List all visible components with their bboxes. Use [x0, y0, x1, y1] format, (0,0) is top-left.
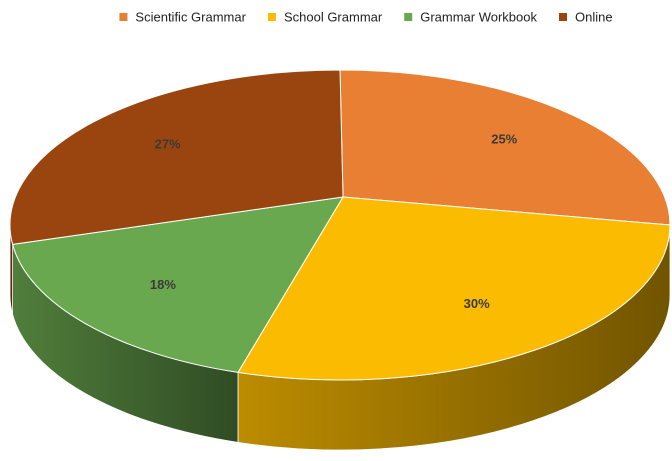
legend-swatch: [404, 13, 413, 21]
data-label: 30%: [464, 296, 490, 311]
legend-label: School Grammar: [284, 9, 383, 24]
legend-swatch: [267, 13, 276, 21]
legend: Scientific Grammar School Grammar Grammar …: [119, 9, 613, 24]
slice: [339, 69, 671, 226]
data-label: 25%: [491, 131, 517, 146]
legend-swatch: [559, 13, 567, 21]
slice: [237, 196, 671, 381]
slice: [11, 196, 344, 373]
data-labels: 25% 30% 18% 27%: [150, 131, 518, 310]
pie-tops: [9, 69, 671, 381]
slice: [9, 69, 344, 245]
legend-swatch: [119, 13, 128, 21]
legend-label: Online: [575, 9, 613, 24]
legend-label: Scientific Grammar: [135, 9, 246, 24]
data-label: 18%: [150, 277, 176, 292]
data-label: 27%: [155, 136, 181, 151]
legend-label: Grammar Workbook: [420, 9, 537, 24]
